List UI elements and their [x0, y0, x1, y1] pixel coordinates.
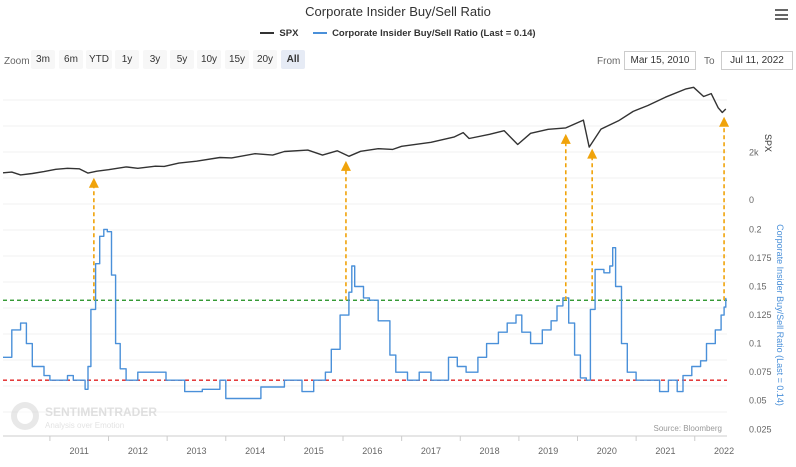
watermark-brand: SENTIMENTRADER — [45, 405, 157, 419]
ratio-line — [3, 228, 727, 400]
signal-arrow-head-icon — [340, 160, 351, 171]
lower-y-axis: 0.025 0.05 0.075 0.1 0.125 0.15 0.175 0.2 — [749, 224, 772, 434]
lower-y-tick: 0.1 — [749, 339, 762, 349]
zoom-ytd-button[interactable]: YTD — [86, 50, 112, 69]
zoom-5y-button[interactable]: 5y — [170, 50, 194, 69]
watermark-logo-inner-icon — [17, 408, 33, 424]
upper-y-tick: 2k — [749, 148, 759, 158]
lower-y-tick: 0.15 — [749, 282, 767, 292]
x-tick-label: 2016 — [362, 446, 382, 456]
upper-y-tick: 0 — [749, 195, 754, 205]
lower-y-tick: 0.075 — [749, 367, 772, 377]
range-from-label: From — [597, 56, 621, 67]
range-to-label: To — [704, 56, 715, 67]
signal-arrows — [88, 116, 730, 301]
legend-item-spx[interactable]: SPX — [260, 28, 298, 39]
x-axis: 2011 2012 2013 2014 2015 2016 2017 2018 2019 2020… — [49, 436, 734, 456]
signal-arrow-head-icon — [88, 177, 99, 188]
range-to-input[interactable]: Jul 11, 2022 — [721, 51, 793, 70]
legend-item-ratio[interactable]: Corporate Insider Buy/Sell Ratio (Last =… — [313, 28, 536, 39]
legend-swatch-spx — [260, 32, 275, 34]
series-group — [2, 86, 727, 400]
zoom-6m-button[interactable]: 6m — [59, 50, 83, 69]
zoom-all-button[interactable]: All — [281, 50, 305, 69]
zoom-3m-button[interactable]: 3m — [31, 50, 55, 69]
zoom-3y-button[interactable]: 3y — [143, 50, 167, 69]
legend-swatch-ratio — [313, 32, 328, 34]
zoom-20y-button[interactable]: 20y — [253, 50, 277, 69]
lower-y-tick: 0.2 — [749, 224, 762, 234]
upper-y-axis: 2k 0 — [749, 148, 759, 205]
x-tick-label: 2012 — [128, 446, 148, 456]
zoom-label: Zoom — [4, 56, 30, 67]
x-tick-label: 2017 — [421, 446, 441, 456]
x-tick-label: 2014 — [245, 446, 265, 456]
x-tick-label: 2013 — [186, 446, 206, 456]
watermark: SENTIMENTRADER Analysis over Emotion — [11, 402, 157, 430]
signal-arrow-head-icon — [560, 133, 571, 144]
lower-y-tick: 0.125 — [749, 310, 772, 320]
signal-arrow-head-icon — [719, 116, 730, 127]
upper-axis-title: SPX — [763, 134, 773, 152]
lower-axis-title: Corporate Insider Buy/Sell Ratio (Last =… — [775, 224, 785, 406]
zoom-15y-button[interactable]: 15y — [225, 50, 249, 69]
source-credit: Source: Bloomberg — [654, 424, 722, 433]
lower-y-tick: 0.025 — [749, 424, 772, 434]
lower-y-tick: 0.175 — [749, 253, 772, 263]
spx-line — [2, 86, 727, 176]
x-tick-label: 2022 — [714, 446, 734, 456]
x-tick-label: 2021 — [655, 446, 675, 456]
chart-title: Corporate Insider Buy/Sell Ratio — [305, 4, 491, 19]
x-tick-label: 2020 — [597, 446, 617, 456]
zoom-1y-button[interactable]: 1y — [115, 50, 139, 69]
x-tick-label: 2015 — [304, 446, 324, 456]
watermark-tagline: Analysis over Emotion — [45, 421, 124, 430]
lower-y-tick: 0.05 — [749, 396, 767, 406]
signal-arrow-head-icon — [587, 148, 598, 159]
reference-lines — [3, 299, 727, 381]
legend-label-ratio: Corporate Insider Buy/Sell Ratio (Last =… — [332, 27, 536, 39]
range-from-input[interactable]: Mar 15, 2010 — [624, 51, 696, 70]
x-tick-label: 2019 — [538, 446, 558, 456]
x-tick-label: 2018 — [480, 446, 500, 456]
legend: SPX Corporate Insider Buy/Sell Ratio (La… — [0, 26, 796, 39]
zoom-10y-button[interactable]: 10y — [197, 50, 221, 69]
x-tick-label: 2011 — [70, 446, 89, 456]
hamburger-menu-icon[interactable] — [775, 9, 788, 20]
legend-label-spx: SPX — [279, 27, 299, 39]
